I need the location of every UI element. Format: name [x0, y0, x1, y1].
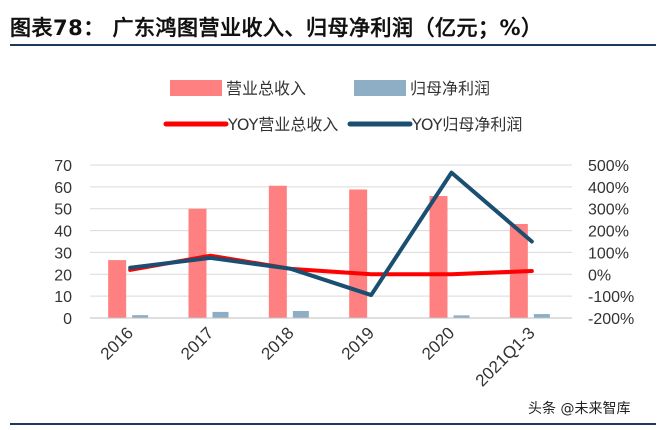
revenue-bar [429, 196, 448, 318]
x-axis-category-label: 2020 [418, 323, 458, 363]
left-axis-tick-label: 10 [54, 289, 72, 306]
left-axis-tick-label: 50 [54, 202, 72, 219]
right-axis-tick-label: 200% [588, 224, 629, 241]
legend-revenue-label: 营业总收入 [226, 79, 306, 98]
revenue-bar [108, 260, 127, 318]
left-axis-tick-label: 40 [54, 224, 72, 241]
profit-bar [453, 315, 470, 318]
chart-title: 图表78： 广东鸿图营业收入、归母净利润（亿元；%） [10, 16, 543, 40]
legend-profit-swatch [354, 80, 406, 96]
revenue-bar [349, 189, 368, 318]
profit-bar [533, 314, 550, 318]
x-axis-category-label: 2018 [257, 323, 297, 363]
x-axis-category-label: 2021Q1-3 [472, 323, 539, 390]
right-axis-tick-label: -200% [588, 311, 634, 328]
profit-yoy-line [128, 170, 534, 298]
legend-profit-label: 归母净利润 [410, 79, 490, 98]
watermark-text: 头条 @未来智库 [528, 401, 631, 417]
profit-bar [292, 311, 309, 318]
x-axis-category-label: 2016 [97, 323, 137, 363]
profit-bar [212, 311, 229, 318]
right-axis-tick-label: -100% [588, 289, 634, 306]
legend-profit-yoy-label: YOY归母净利润 [411, 115, 522, 134]
left-axis-tick-label: 20 [54, 267, 72, 284]
right-axis-tick-label: 300% [588, 202, 629, 219]
left-axis-tick-label: 30 [54, 245, 72, 262]
revenue-bar [268, 185, 287, 318]
left-axis-tick-label: 60 [54, 180, 72, 197]
right-axis-tick-label: 0% [588, 267, 611, 284]
x-axis-category-label: 2019 [338, 323, 378, 363]
right-axis-tick-label: 500% [588, 158, 629, 175]
title-bar: 图表78： 广东鸿图营业收入、归母净利润（亿元；%） [10, 8, 656, 46]
legend-revenue-swatch [170, 80, 222, 96]
x-axis-category-label: 2017 [177, 323, 217, 363]
revenue-bar [188, 208, 207, 318]
left-axis-tick-label: 70 [54, 158, 72, 175]
legend-revenue-yoy-label: YOY营业总收入 [227, 115, 338, 134]
left-axis-tick-label: 0 [63, 311, 72, 328]
profit-bar [132, 315, 149, 318]
right-axis-tick-label: 400% [588, 180, 629, 197]
right-axis-tick-label: 100% [588, 245, 629, 262]
